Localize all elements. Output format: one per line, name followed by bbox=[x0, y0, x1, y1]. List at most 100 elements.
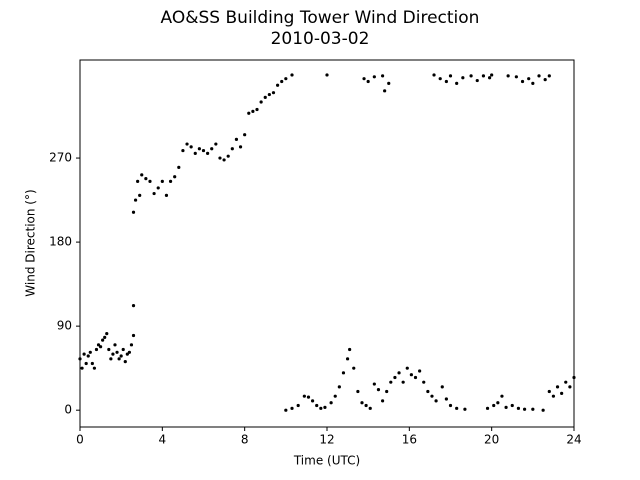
data-point bbox=[444, 79, 448, 84]
data-point bbox=[564, 380, 568, 384]
data-point bbox=[504, 405, 508, 409]
data-point bbox=[226, 154, 230, 158]
data-point bbox=[380, 399, 385, 403]
data-point bbox=[133, 198, 138, 202]
data-point bbox=[284, 77, 288, 81]
data-point bbox=[306, 395, 311, 399]
data-point bbox=[82, 352, 86, 356]
data-point bbox=[296, 403, 300, 408]
data-point bbox=[164, 193, 169, 198]
data-point bbox=[568, 385, 572, 389]
data-point bbox=[490, 73, 494, 77]
data-point bbox=[206, 151, 210, 155]
data-point bbox=[302, 394, 306, 398]
data-point bbox=[455, 81, 459, 85]
data-point bbox=[531, 407, 535, 411]
data-point bbox=[547, 389, 551, 394]
data-point bbox=[537, 74, 541, 78]
data-point bbox=[444, 397, 448, 401]
data-point bbox=[409, 373, 413, 377]
data-point bbox=[380, 74, 385, 78]
data-point bbox=[136, 179, 140, 183]
data-point bbox=[372, 382, 376, 386]
data-point bbox=[189, 145, 193, 149]
data-point bbox=[520, 79, 525, 84]
x-tick-label: 4 bbox=[159, 433, 167, 447]
data-point bbox=[434, 399, 438, 403]
data-point bbox=[88, 350, 92, 354]
data-point bbox=[438, 77, 442, 81]
data-point bbox=[393, 375, 397, 380]
data-point bbox=[341, 371, 346, 375]
data-point bbox=[109, 357, 113, 361]
data-point bbox=[280, 79, 284, 84]
data-point bbox=[185, 142, 189, 146]
data-point bbox=[376, 388, 381, 392]
data-point bbox=[127, 350, 131, 354]
data-point bbox=[276, 83, 280, 87]
data-point bbox=[541, 408, 545, 412]
data-point bbox=[131, 210, 136, 214]
data-point bbox=[105, 332, 109, 336]
data-point bbox=[284, 408, 288, 412]
data-point bbox=[111, 352, 115, 356]
data-point bbox=[397, 371, 401, 375]
data-point bbox=[488, 76, 492, 80]
data-point bbox=[259, 100, 263, 104]
data-point bbox=[193, 151, 197, 155]
data-point bbox=[348, 347, 352, 352]
data-point bbox=[210, 147, 214, 151]
data-point bbox=[173, 175, 177, 179]
data-point bbox=[385, 389, 389, 394]
data-point bbox=[372, 75, 376, 79]
data-point bbox=[383, 89, 387, 93]
data-point bbox=[243, 133, 247, 137]
data-point bbox=[401, 380, 405, 384]
data-point bbox=[514, 75, 518, 79]
data-point bbox=[448, 403, 453, 408]
data-point bbox=[222, 158, 226, 162]
data-point bbox=[475, 78, 479, 83]
data-point bbox=[138, 193, 142, 198]
data-point bbox=[218, 156, 222, 160]
data-point bbox=[152, 191, 156, 196]
data-point bbox=[440, 385, 444, 389]
data-point bbox=[234, 137, 239, 141]
data-point bbox=[345, 357, 350, 361]
y-tick-label: 180 bbox=[49, 235, 72, 249]
data-point bbox=[523, 407, 527, 411]
data-point bbox=[310, 399, 315, 403]
data-point bbox=[413, 375, 418, 380]
data-point bbox=[496, 401, 500, 405]
data-point bbox=[115, 350, 119, 354]
data-point bbox=[461, 76, 465, 80]
data-point bbox=[500, 394, 504, 398]
data-point bbox=[323, 405, 327, 409]
data-point bbox=[418, 369, 422, 373]
data-point bbox=[247, 111, 251, 115]
data-point bbox=[426, 389, 430, 394]
data-point bbox=[125, 352, 129, 356]
data-point bbox=[432, 73, 436, 77]
data-point bbox=[197, 147, 201, 151]
data-point bbox=[271, 91, 276, 95]
data-point bbox=[430, 394, 434, 398]
data-point bbox=[547, 74, 551, 78]
x-tick-label: 8 bbox=[241, 433, 249, 447]
data-point bbox=[360, 401, 364, 405]
data-point bbox=[389, 380, 393, 384]
data-point bbox=[481, 74, 486, 78]
data-point bbox=[90, 361, 94, 366]
data-point bbox=[117, 357, 121, 361]
y-axis-label: Wind Direction (°) bbox=[24, 189, 38, 296]
data-point bbox=[101, 338, 105, 342]
x-tick-label: 24 bbox=[566, 433, 581, 447]
data-point bbox=[86, 354, 90, 358]
data-point bbox=[96, 343, 101, 347]
data-point bbox=[364, 403, 368, 408]
data-point bbox=[531, 81, 535, 85]
data-point bbox=[181, 148, 185, 153]
data-point bbox=[315, 403, 319, 408]
data-point bbox=[368, 406, 372, 410]
